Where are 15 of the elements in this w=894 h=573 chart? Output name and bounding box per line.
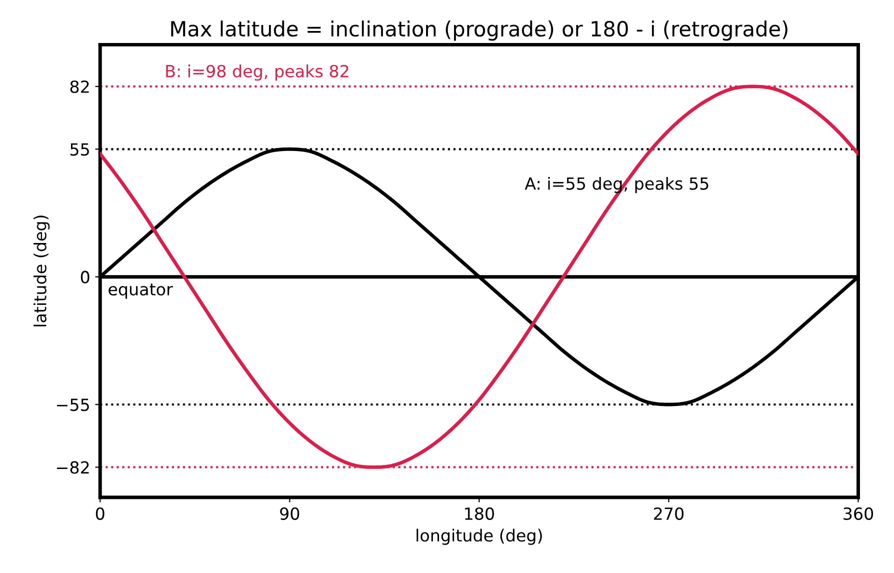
x-axis-title: longitude (deg) — [416, 528, 542, 545]
y-tick-label: −55 — [56, 398, 89, 412]
y-tick-label: 55 — [70, 143, 89, 156]
chart-title: Max latitude = inclination (prograde) or 180 - i (retrograde) — [171, 20, 788, 41]
x-tick-label: 90 — [280, 507, 300, 520]
y-tick-label: 0 — [80, 270, 90, 284]
x-tick-label: 270 — [654, 507, 684, 520]
y-axis-title: latitude (deg) — [34, 216, 50, 326]
y-tick-label: −82 — [56, 461, 89, 474]
ref-line-label: B: i=98 deg, peaks 82 — [166, 64, 348, 81]
y-tick-label: 82 — [70, 80, 89, 94]
ref-line-label: equator — [108, 284, 173, 299]
x-tick-label: 0 — [96, 507, 104, 520]
x-tick-label: 180 — [465, 507, 494, 520]
x-tick-label: 360 — [844, 507, 874, 520]
